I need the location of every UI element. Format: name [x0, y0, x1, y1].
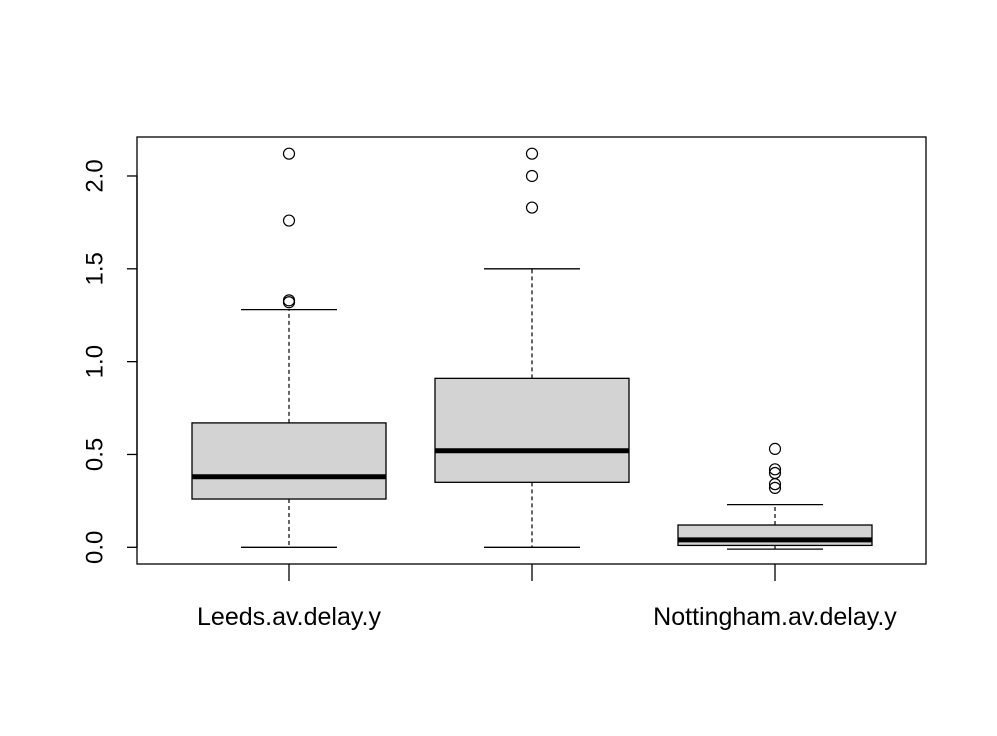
x-category-label: Leeds.av.delay.y	[197, 603, 381, 631]
box-group	[434, 147, 630, 548]
outlier-point	[525, 201, 539, 214]
outlier-point	[525, 169, 539, 183]
box-iqr	[191, 422, 387, 500]
y-tick-label: 1.5	[82, 252, 109, 285]
x-category-label: Nottingham.av.delay.y	[653, 603, 897, 631]
box-iqr	[677, 524, 873, 547]
y-tick-label: 0.0	[82, 531, 109, 564]
y-tick-label: 0.5	[82, 438, 109, 471]
box-group	[191, 147, 387, 548]
outlier-point	[282, 147, 296, 160]
boxes	[191, 147, 873, 550]
outlier-point	[282, 214, 296, 227]
outlier-point	[768, 481, 782, 494]
box-iqr	[434, 377, 630, 483]
x-axis: Leeds.av.delay.y Nottingham.av.delay.y	[197, 564, 897, 631]
y-tick-label: 1.0	[82, 345, 109, 378]
outlier-point	[525, 147, 539, 160]
box-group	[677, 442, 873, 550]
y-axis: 0.0 0.5 1.0 1.5 2.0	[82, 159, 138, 564]
outlier-point	[768, 463, 782, 476]
outlier-point	[768, 442, 782, 455]
outlier-point	[768, 466, 782, 480]
y-tick-label: 2.0	[82, 159, 109, 192]
outlier-point	[282, 294, 296, 307]
